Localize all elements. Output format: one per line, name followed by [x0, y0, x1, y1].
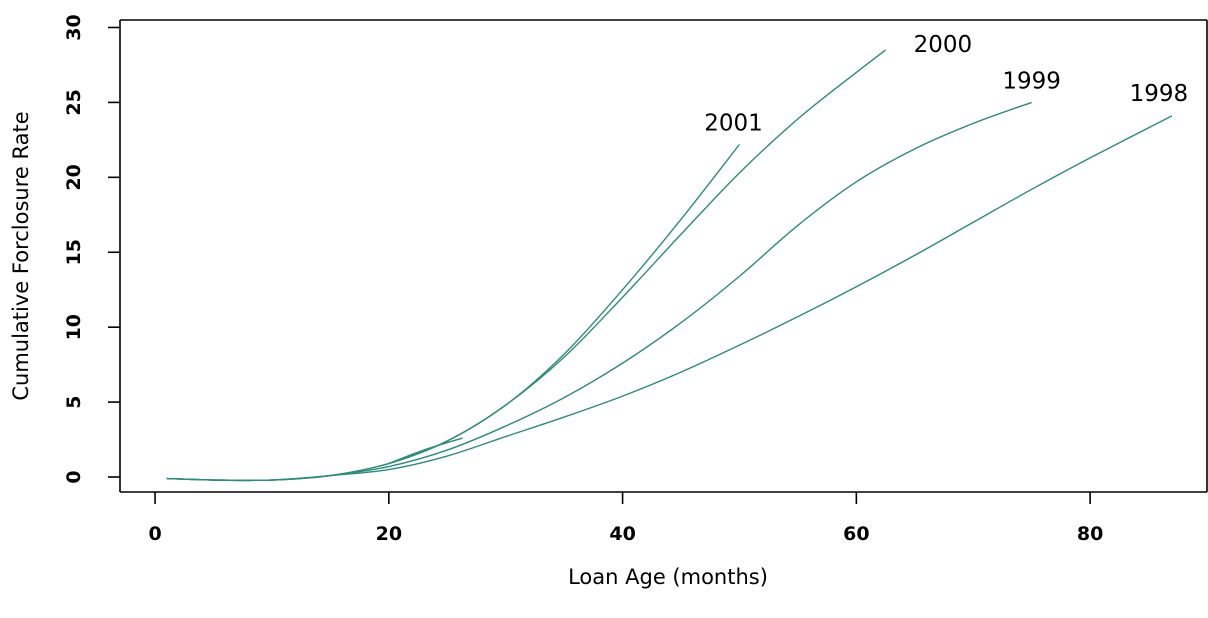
series-label-1998: 1998	[1130, 81, 1189, 107]
series-label-2000: 2000	[914, 32, 973, 58]
series-line-1998	[166, 115, 1173, 482]
x-axis-title: Loan Age (months)	[568, 565, 768, 589]
y-tick-label: 10	[63, 314, 85, 340]
series-line-2001	[166, 143, 741, 482]
series-line-unlabeled	[388, 437, 463, 465]
y-tick-label: 0	[63, 470, 85, 483]
y-tick-label: 25	[63, 89, 85, 115]
series-lines	[166, 49, 1173, 482]
y-axis-ticks: 0 5 10 15 20 25 30	[63, 14, 120, 484]
x-tick-label: 80	[1077, 523, 1103, 545]
y-axis-title: Cumulative Forclosure Rate	[9, 111, 33, 400]
x-tick-label: 60	[843, 523, 869, 545]
y-tick-label: 5	[63, 395, 85, 408]
series-labels: 2001 2000 1999 1998	[704, 32, 1188, 136]
y-tick-label: 15	[63, 239, 85, 265]
series-line-1999	[166, 101, 1032, 482]
x-tick-label: 0	[148, 523, 161, 545]
y-tick-label: 20	[63, 164, 85, 190]
x-tick-label: 20	[376, 523, 402, 545]
plot-area	[119, 19, 1208, 493]
x-tick-label: 40	[609, 523, 635, 545]
y-tick-label: 30	[63, 14, 85, 40]
series-line-2000	[166, 49, 887, 482]
series-label-1999: 1999	[1002, 68, 1061, 94]
x-axis-ticks: 0 20 40 60 80	[148, 492, 1103, 545]
series-label-2001: 2001	[704, 110, 763, 136]
